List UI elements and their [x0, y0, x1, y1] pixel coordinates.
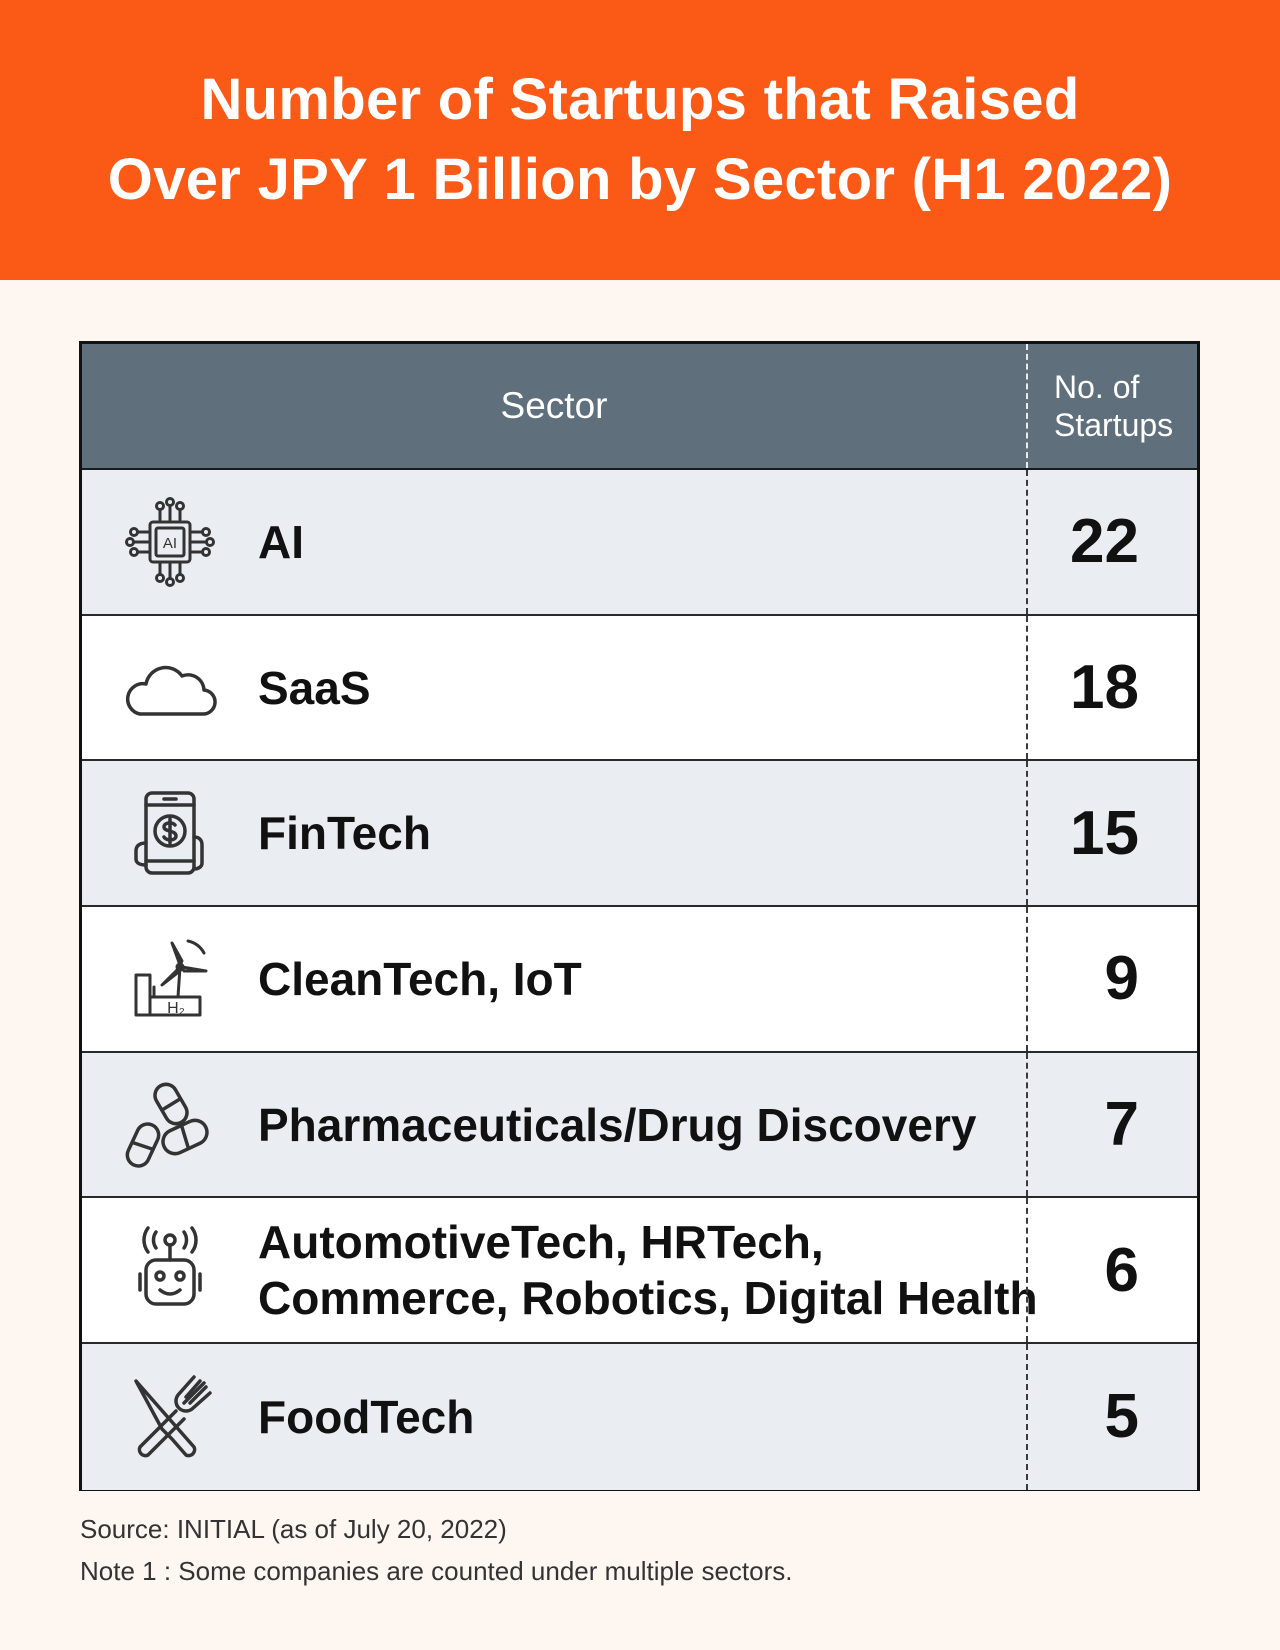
sector-label: AutomotiveTech, HRTech, Commerce, Roboti… — [258, 1214, 1038, 1326]
count-header-line-2: Startups — [1054, 407, 1174, 443]
sector-column-header: Sector — [500, 385, 608, 426]
fork-knife-icon — [122, 1369, 218, 1465]
sector-label-line-1: AutomotiveTech, HRTech, — [258, 1216, 824, 1269]
count-column-header: No. of Startups — [1026, 344, 1197, 468]
sector-cell: SaaS — [82, 616, 1026, 760]
sector-cell: AutomotiveTech, HRTech, Commerce, Roboti… — [82, 1198, 1038, 1342]
ai-chip-icon: AI — [122, 494, 218, 590]
pills-icon — [122, 1077, 218, 1173]
svg-text:H₂: H₂ — [167, 1000, 185, 1017]
count-header-line-1: No. of — [1054, 369, 1140, 405]
note-1: Note 1 : Some companies are counted unde… — [80, 1556, 793, 1586]
table-row: AI AI 22 — [82, 470, 1197, 616]
phone-dollar-icon — [122, 785, 218, 881]
table-row: Pharmaceuticals/Drug Discovery 7 — [82, 1052, 1197, 1199]
title-line-2: Over JPY 1 Billion by Sector (H1 2022) — [107, 147, 1173, 212]
table-row: FinTech 15 — [82, 761, 1197, 908]
count-value: 22 — [1026, 470, 1197, 614]
count-value: 5 — [1026, 1344, 1197, 1490]
table-row: SaaS 18 — [82, 615, 1197, 762]
sector-label-line-1: FoodTech — [258, 1390, 475, 1443]
sector-label-line-1: SaaS — [258, 661, 371, 714]
svg-text:AI: AI — [163, 535, 177, 552]
robot-icon — [122, 1222, 218, 1318]
sector-label-line-1: AI — [258, 515, 304, 568]
table-row: H₂ CleanTech, IoT 9 — [82, 907, 1197, 1053]
count-value: 7 — [1026, 1052, 1197, 1197]
title-banner: Number of Startups that Raised Over JPY … — [0, 0, 1280, 280]
count-value: 6 — [1026, 1198, 1197, 1343]
table-row: AutomotiveTech, HRTech, Commerce, Roboti… — [82, 1198, 1197, 1345]
title-line-1: Number of Startups that Raised — [200, 67, 1080, 132]
sector-label-line-2: Commerce, Robotics, Digital Health — [258, 1272, 1038, 1325]
sector-label-line-1: CleanTech, IoT — [258, 952, 582, 1005]
sector-label: CleanTech, IoT — [258, 951, 582, 1007]
sector-cell: FinTech — [82, 761, 1026, 905]
sector-cell: FoodTech — [82, 1344, 1026, 1490]
count-value: 9 — [1026, 907, 1197, 1051]
count-value: 18 — [1026, 615, 1197, 760]
source-note: Source: INITIAL (as of July 20, 2022) — [80, 1514, 507, 1544]
sector-label: Pharmaceuticals/Drug Discovery — [258, 1097, 976, 1153]
table-row: FoodTech 5 — [82, 1344, 1197, 1490]
sector-cell: H₂ CleanTech, IoT — [82, 907, 1026, 1051]
count-value: 15 — [1026, 761, 1197, 906]
sector-cell: Pharmaceuticals/Drug Discovery — [82, 1053, 1026, 1197]
sector-label: FinTech — [258, 805, 431, 861]
sector-label-line-1: Pharmaceuticals/Drug Discovery — [258, 1098, 977, 1151]
wind-turbine-h2-icon: H₂ — [122, 931, 218, 1027]
cloud-icon — [122, 640, 218, 736]
sector-cell: AI AI — [82, 470, 1026, 614]
sector-label: AI — [258, 514, 304, 570]
table-header: Sector No. of Startups — [82, 344, 1197, 470]
footnotes: Source: INITIAL (as of July 20, 2022) No… — [80, 1508, 793, 1592]
sector-label: SaaS — [258, 660, 371, 716]
sector-label-line-1: FinTech — [258, 807, 431, 860]
sector-table: Sector No. of Startups AI — [79, 341, 1200, 1491]
sector-label: FoodTech — [258, 1389, 474, 1445]
